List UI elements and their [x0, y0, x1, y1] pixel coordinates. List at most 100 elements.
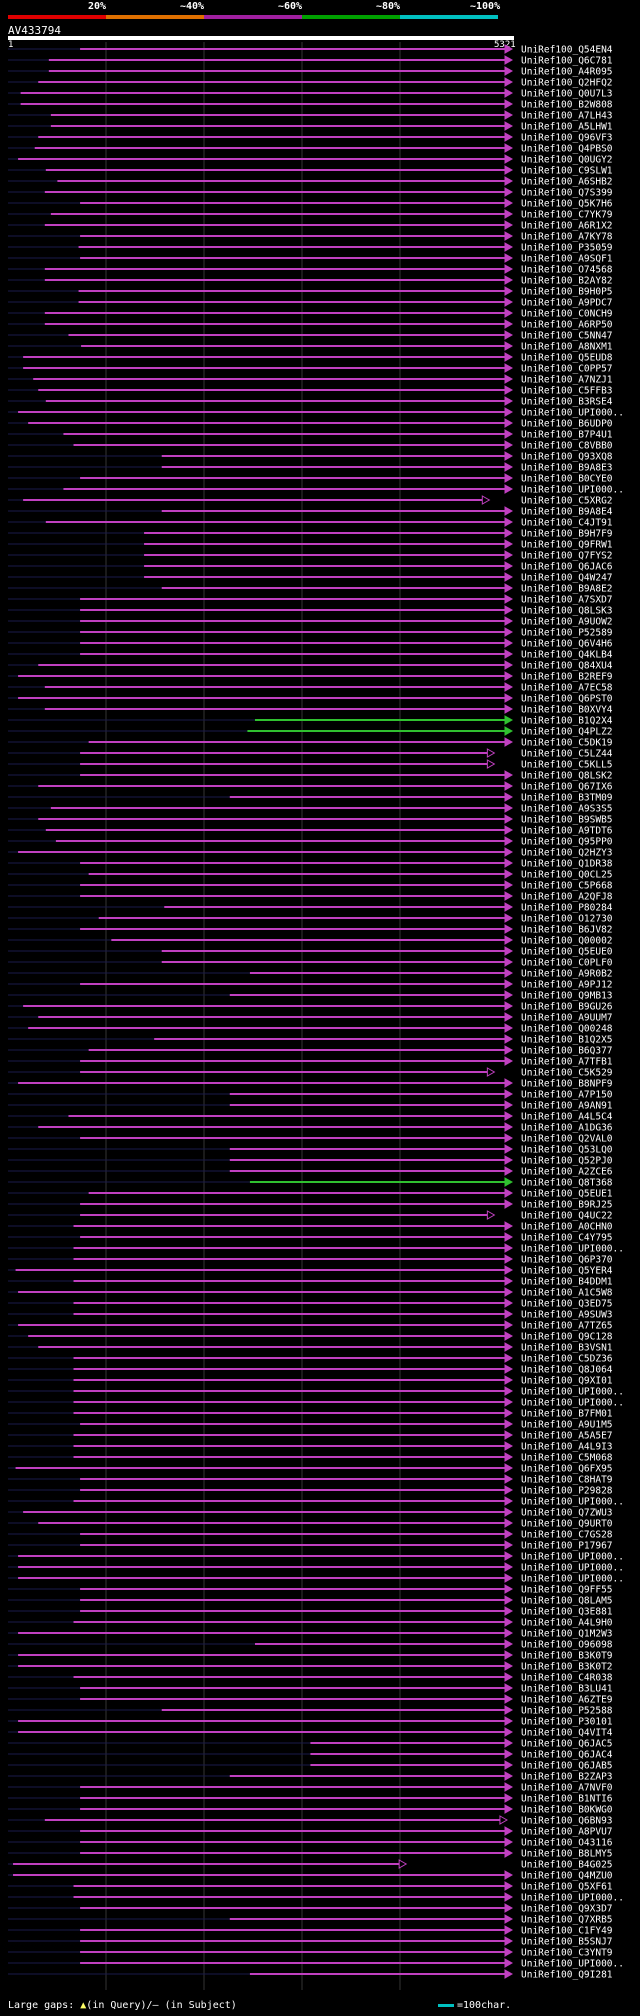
hit-label[interactable]: UniRef100_C9SLW1	[521, 166, 613, 177]
hit-label[interactable]: UniRef100_Q96VF3	[521, 133, 613, 144]
hit-label[interactable]: UniRef100_Q9X3D7	[521, 1904, 613, 1915]
hit-label[interactable]: UniRef100_B9A8E4	[521, 507, 613, 518]
hit-label[interactable]: UniRef100_B0CYE0	[521, 474, 613, 485]
hit-label[interactable]: UniRef100_Q9FRW1	[521, 540, 613, 551]
hit-label[interactable]: UniRef100_C0PP57	[521, 364, 613, 375]
hit-label[interactable]: UniRef100_C1FY49	[521, 1926, 613, 1937]
hit-label[interactable]: UniRef100_Q95PP0	[521, 837, 613, 848]
hit-label[interactable]: UniRef100_Q00248	[521, 1024, 613, 1035]
hit-label[interactable]: UniRef100_Q4W247	[521, 573, 613, 584]
hit-label[interactable]: UniRef100_C4Y795	[521, 1233, 613, 1244]
hit-label[interactable]: UniRef100_C4R038	[521, 1673, 613, 1684]
hit-label[interactable]: UniRef100_Q5XF61	[521, 1882, 613, 1893]
hit-label[interactable]: UniRef100_A6SHB2	[521, 177, 613, 188]
hit-label[interactable]: UniRef100_C7GS28	[521, 1530, 613, 1541]
hit-label[interactable]: UniRef100_Q93XQ8	[521, 452, 613, 463]
hit-label[interactable]: UniRef100_Q2VAL0	[521, 1134, 613, 1145]
hit-label[interactable]: UniRef100_P35059	[521, 243, 613, 254]
hit-label[interactable]: UniRef100_A9UOW2	[521, 617, 613, 628]
hit-label[interactable]: UniRef100_Q9FF55	[521, 1585, 613, 1596]
hit-label[interactable]: UniRef100_B2ZAP3	[521, 1772, 613, 1783]
hit-label[interactable]: UniRef100_Q9C128	[521, 1332, 613, 1343]
hit-label[interactable]: UniRef100_C5LZ44	[521, 749, 613, 760]
hit-label[interactable]: UniRef100_C7YK79	[521, 210, 613, 221]
hit-label[interactable]: UniRef100_B1Q2X4	[521, 716, 613, 727]
hit-label[interactable]: UniRef100_C5M068	[521, 1453, 613, 1464]
hit-label[interactable]: UniRef100_B4DDM1	[521, 1277, 613, 1288]
hit-label[interactable]: UniRef100_Q8LSK3	[521, 606, 613, 617]
hit-label[interactable]: UniRef100_Q7ZWU3	[521, 1508, 613, 1519]
hit-label[interactable]: UniRef100_A7SXD7	[521, 595, 613, 606]
hit-label[interactable]: UniRef100_Q0UGY2	[521, 155, 613, 166]
hit-label[interactable]: UniRef100_Q5EUD8	[521, 353, 613, 364]
hit-label[interactable]: UniRef100_Q5K7H6	[521, 199, 613, 210]
hit-label[interactable]: UniRef100_Q7FYS2	[521, 551, 613, 562]
hit-label[interactable]: UniRef100_Q8LAM5	[521, 1596, 613, 1607]
hit-label[interactable]: UniRef100_A7TFB1	[521, 1057, 613, 1068]
hit-label[interactable]: UniRef100_A7EC58	[521, 683, 613, 694]
hit-label[interactable]: UniRef100_Q8LSK2	[521, 771, 613, 782]
hit-label[interactable]: UniRef100_P29828	[521, 1486, 613, 1497]
hit-label[interactable]: UniRef100_P80284	[521, 903, 613, 914]
hit-label[interactable]: UniRef100_A0CHN0	[521, 1222, 613, 1233]
hit-label[interactable]: UniRef100_B3K0T2	[521, 1662, 613, 1673]
hit-label[interactable]: UniRef100_P30101	[521, 1717, 613, 1728]
hit-label[interactable]: UniRef100_A9AN91	[521, 1101, 613, 1112]
hit-label[interactable]: UniRef100_UPI000..	[521, 1398, 624, 1409]
hit-label[interactable]: UniRef100_Q4VIT4	[521, 1728, 613, 1739]
hit-label[interactable]: UniRef100_A7LH43	[521, 111, 613, 122]
hit-label[interactable]: UniRef100_Q6JAC6	[521, 562, 613, 573]
hit-label[interactable]: UniRef100_Q53LQ0	[521, 1145, 613, 1156]
hit-label[interactable]: UniRef100_C4JT91	[521, 518, 613, 529]
hit-label[interactable]: UniRef100_A9SQF1	[521, 254, 613, 265]
hit-label[interactable]: UniRef100_A2QFJ8	[521, 892, 613, 903]
hit-label[interactable]: UniRef100_A6RP50	[521, 320, 613, 331]
hit-label[interactable]: UniRef100_B0XVY4	[521, 705, 613, 716]
hit-label[interactable]: UniRef100_UPI000..	[521, 1552, 624, 1563]
hit-label[interactable]: UniRef100_C0PLF0	[521, 958, 613, 969]
hit-label[interactable]: UniRef100_B3RSE4	[521, 397, 613, 408]
hit-label[interactable]: UniRef100_B1Q2X5	[521, 1035, 613, 1046]
hit-label[interactable]: UniRef100_A7P150	[521, 1090, 613, 1101]
hit-label[interactable]: UniRef100_Q6PST0	[521, 694, 613, 705]
hit-label[interactable]: UniRef100_C5NN47	[521, 331, 613, 342]
hit-label[interactable]: UniRef100_B9H7F9	[521, 529, 613, 540]
hit-label[interactable]: UniRef100_B9A8E2	[521, 584, 613, 595]
hit-label[interactable]: UniRef100_Q84XU4	[521, 661, 613, 672]
hit-label[interactable]: UniRef100_UPI000..	[521, 1563, 624, 1574]
hit-label[interactable]: UniRef100_C5FFB3	[521, 386, 613, 397]
hit-label[interactable]: UniRef100_A9U1M5	[521, 1420, 613, 1431]
hit-label[interactable]: UniRef100_B7FM01	[521, 1409, 613, 1420]
hit-label[interactable]: UniRef100_Q67IX6	[521, 782, 613, 793]
hit-label[interactable]: UniRef100_Q6JAC4	[521, 1750, 613, 1761]
hit-label[interactable]: UniRef100_B9H0P5	[521, 287, 613, 298]
hit-label[interactable]: UniRef100_B7P4U1	[521, 430, 613, 441]
hit-label[interactable]: UniRef100_Q5EUE1	[521, 1189, 613, 1200]
hit-label[interactable]: UniRef100_Q9XI01	[521, 1376, 613, 1387]
hit-label[interactable]: UniRef100_B9GU26	[521, 1002, 613, 1013]
hit-label[interactable]: UniRef100_A4R095	[521, 67, 613, 78]
hit-label[interactable]: UniRef100_Q2HFQ2	[521, 78, 613, 89]
hit-label[interactable]: UniRef100_C5XRG2	[521, 496, 613, 507]
hit-label[interactable]: UniRef100_Q3E881	[521, 1607, 613, 1618]
hit-label[interactable]: UniRef100_B3LU41	[521, 1684, 613, 1695]
hit-label[interactable]: UniRef100_Q7XRB5	[521, 1915, 613, 1926]
hit-label[interactable]: UniRef100_Q4KLB4	[521, 650, 613, 661]
hit-label[interactable]: UniRef100_B2REF9	[521, 672, 613, 683]
hit-label[interactable]: UniRef100_UPI000..	[521, 1959, 624, 1970]
hit-label[interactable]: UniRef100_UPI000..	[521, 1387, 624, 1398]
hit-label[interactable]: UniRef100_A4L5C4	[521, 1112, 613, 1123]
hit-label[interactable]: UniRef100_Q5EUE0	[521, 947, 613, 958]
hit-label[interactable]: UniRef100_Q9URT0	[521, 1519, 613, 1530]
hit-label[interactable]: UniRef100_C8HAT9	[521, 1475, 613, 1486]
hit-label[interactable]: UniRef100_A7KY78	[521, 232, 613, 243]
hit-label[interactable]: UniRef100_B8LMY5	[521, 1849, 613, 1860]
hit-label[interactable]: UniRef100_B3K0T9	[521, 1651, 613, 1662]
hit-label[interactable]: UniRef100_A7NVF0	[521, 1783, 613, 1794]
hit-label[interactable]: UniRef100_A9R0B2	[521, 969, 613, 980]
hit-label[interactable]: UniRef100_A4L9I3	[521, 1442, 613, 1453]
hit-label[interactable]: UniRef100_B2AY82	[521, 276, 613, 287]
hit-label[interactable]: UniRef100_Q00002	[521, 936, 613, 947]
hit-label[interactable]: UniRef100_B3TM09	[521, 793, 613, 804]
hit-label[interactable]: UniRef100_A6ZTE9	[521, 1695, 613, 1706]
